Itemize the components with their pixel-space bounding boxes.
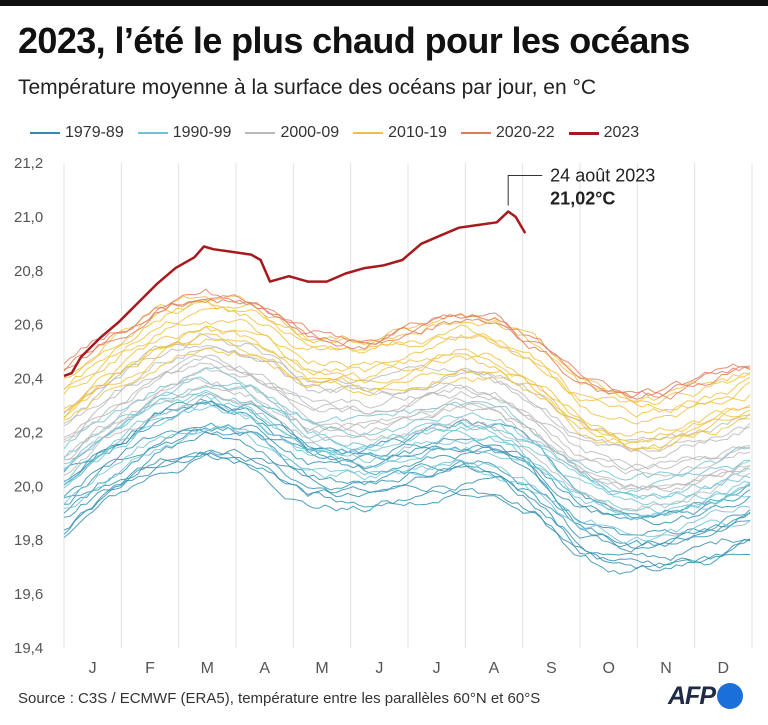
x-tick-label: N bbox=[660, 660, 672, 677]
y-tick-label: 21,2 bbox=[14, 155, 43, 172]
source-note: Source : C3S / ECMWF (ERA5), température… bbox=[18, 690, 541, 707]
x-tick-label: M bbox=[315, 660, 328, 677]
year-line-1990-99 bbox=[63, 393, 751, 500]
x-tick-label: O bbox=[602, 660, 614, 677]
year-line-1990-99 bbox=[63, 389, 751, 506]
chart-legend: 1979-89 1990-99 2000-09 2010-19 2020-22 … bbox=[30, 123, 653, 143]
year-line-2010-19 bbox=[63, 325, 751, 443]
page-subtitle: Température moyenne à la surface des océ… bbox=[18, 76, 597, 99]
year-line-2010-19 bbox=[63, 325, 751, 437]
year-line-2000-09 bbox=[63, 346, 751, 453]
legend-swatch bbox=[460, 132, 491, 134]
legend-item-2023: 2023 bbox=[568, 124, 640, 142]
legend-label: 2010-19 bbox=[388, 124, 447, 141]
x-tick-label: J bbox=[89, 660, 97, 677]
legend-item-1979-89: 1979-89 bbox=[30, 124, 124, 142]
year-line-1990-99 bbox=[63, 366, 751, 481]
y-tick-label: 20,0 bbox=[14, 478, 43, 495]
annotation-leader-line bbox=[507, 175, 543, 206]
year-line-1979-89 bbox=[63, 452, 751, 575]
year-line-2000-09 bbox=[63, 332, 751, 441]
year-line-2000-09 bbox=[63, 362, 751, 471]
afp-logo-dot bbox=[717, 683, 743, 709]
afp-logo-text: AFP bbox=[668, 681, 716, 710]
legend-label: 1979-89 bbox=[65, 124, 124, 141]
y-tick-label: 20,2 bbox=[14, 424, 43, 441]
legend-item-1990-99: 1990-99 bbox=[137, 124, 232, 142]
legend-label: 1990-99 bbox=[172, 124, 232, 141]
year-line-1979-89 bbox=[63, 428, 751, 553]
year-line-2010-19 bbox=[63, 295, 751, 406]
legend-item-2000-09: 2000-09 bbox=[245, 124, 339, 142]
year-line-2020-22 bbox=[63, 294, 751, 397]
legend-swatch bbox=[30, 132, 60, 134]
year-line-1990-99 bbox=[63, 382, 751, 500]
legend-item-2020-22: 2020-22 bbox=[460, 124, 555, 142]
x-tick-label: S bbox=[546, 660, 557, 677]
year-line-2010-19 bbox=[63, 347, 751, 452]
y-tick-label: 19,4 bbox=[14, 640, 43, 657]
year-line-1990-99 bbox=[63, 427, 751, 538]
y-tick-label: 19,6 bbox=[14, 586, 43, 603]
year-line-2000-09 bbox=[63, 393, 751, 512]
year-line-2000-09 bbox=[63, 343, 751, 460]
year-line-1990-99 bbox=[63, 424, 751, 545]
afp-logo: AFP bbox=[668, 680, 743, 712]
y-tick-label: 20,8 bbox=[14, 263, 43, 280]
legend-label: 2020-22 bbox=[495, 124, 555, 141]
year-line-2010-19 bbox=[63, 333, 751, 451]
year-line-2000-09 bbox=[63, 367, 751, 491]
x-tick-label: J bbox=[433, 660, 441, 677]
year-line-1979-89 bbox=[63, 448, 751, 562]
legend-label: 2000-09 bbox=[280, 124, 340, 141]
top-rule bbox=[0, 0, 768, 6]
annotation-value-label: 21,02°C bbox=[550, 189, 615, 209]
year-line-1990-99 bbox=[63, 402, 751, 521]
x-tick-label: D bbox=[718, 660, 730, 677]
year-line-2010-19 bbox=[63, 298, 751, 418]
year-line-2010-19 bbox=[63, 338, 751, 445]
year-line-2010-19 bbox=[63, 306, 751, 414]
year-line-2020-22 bbox=[63, 288, 751, 400]
year-line-1990-99 bbox=[63, 399, 751, 515]
legend-swatch bbox=[568, 131, 599, 135]
year-line-1990-99 bbox=[63, 391, 751, 521]
y-tick-label: 20,6 bbox=[14, 317, 43, 334]
x-tick-label: J bbox=[375, 660, 383, 677]
legend-swatch bbox=[353, 132, 384, 134]
legend-item-2010-19: 2010-19 bbox=[353, 124, 447, 142]
legend-label: 2023 bbox=[603, 124, 640, 141]
year-line-1990-99 bbox=[63, 376, 751, 494]
y-tick-label: 21,0 bbox=[14, 209, 43, 226]
year-line-2010-19 bbox=[63, 299, 751, 404]
year-line-1979-89 bbox=[63, 427, 751, 536]
legend-swatch bbox=[137, 132, 168, 134]
sst-line-chart: 19,4 19,6 19,8 20,0 20,2 20,4 20,6 20,8 21,0 21,2… bbox=[14, 155, 753, 677]
year-line-2010-19 bbox=[63, 318, 751, 425]
legend-swatch bbox=[245, 132, 276, 134]
page-title: 2023, l’été le plus chaud pour les océan… bbox=[18, 20, 690, 61]
year-line-2000-09 bbox=[63, 354, 751, 477]
y-tick-label: 19,8 bbox=[14, 532, 43, 549]
year-line-1979-89 bbox=[63, 401, 751, 525]
year-line-1979-89 bbox=[63, 451, 751, 569]
x-tick-label: F bbox=[145, 660, 155, 677]
series-line-2023 bbox=[63, 210, 527, 378]
x-tick-label: A bbox=[489, 660, 500, 677]
x-tick-label: A bbox=[259, 660, 270, 677]
year-line-1979-89 bbox=[63, 399, 751, 518]
x-tick-label: M bbox=[201, 660, 214, 677]
annotation-date-label: 24 août 2023 bbox=[550, 166, 655, 186]
year-line-2020-22 bbox=[63, 298, 751, 400]
y-tick-label: 20,4 bbox=[14, 371, 43, 388]
